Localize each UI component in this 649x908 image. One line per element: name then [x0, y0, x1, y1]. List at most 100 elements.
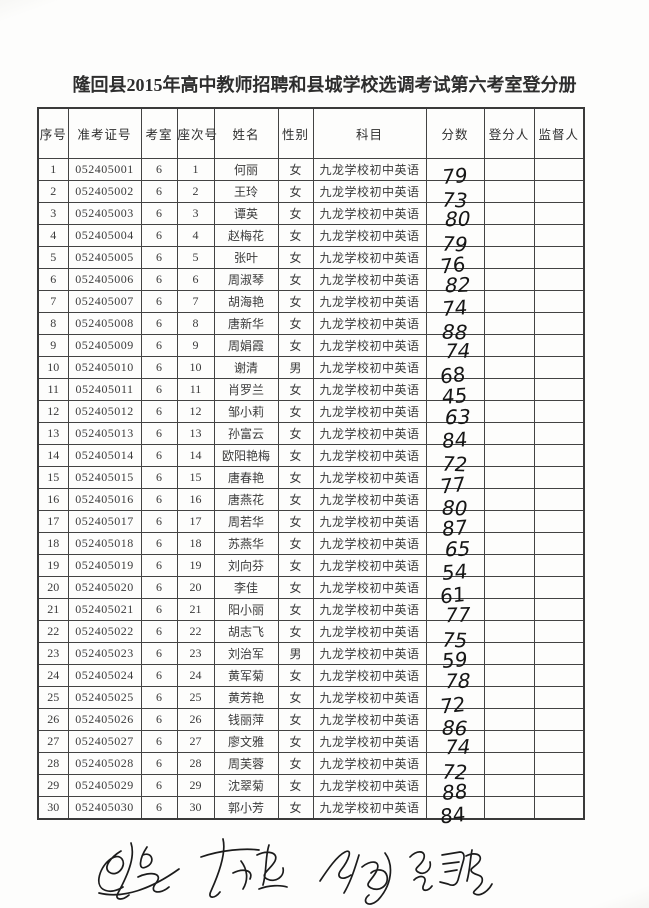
header-name: 姓名	[213, 107, 279, 159]
cell-index: 29	[37, 773, 69, 797]
cell-seat-number: 4	[176, 223, 215, 247]
cell-supervisor	[533, 531, 585, 555]
cell-recorder	[483, 729, 535, 753]
cell-seat-number: 23	[176, 641, 215, 665]
cell-gender: 女	[277, 333, 314, 357]
cell-recorder	[483, 333, 535, 357]
table-row: 18 052405018 6 18 苏燕华 女 九龙学校初中英语 65	[37, 531, 585, 561]
cell-gender: 女	[277, 399, 314, 423]
cell-score: 77	[425, 465, 485, 498]
cell-seat-number: 5	[176, 245, 215, 269]
cell-supervisor	[533, 773, 585, 797]
cell-score: 59	[425, 641, 485, 672]
cell-seat-number: 21	[176, 597, 215, 621]
cell-exam-room: 6	[140, 509, 178, 533]
cell-recorder	[483, 377, 535, 401]
cell-recorder	[483, 245, 535, 269]
cell-gender: 女	[277, 663, 314, 687]
cell-score: 72	[425, 443, 485, 476]
cell-recorder	[483, 597, 535, 621]
cell-ticket-number: 052405010	[67, 355, 142, 379]
cell-gender: 女	[277, 201, 314, 225]
cell-exam-room: 6	[140, 707, 178, 731]
cell-recorder	[483, 575, 535, 599]
cell-subject: 九龙学校初中英语	[312, 575, 427, 599]
cell-subject: 九龙学校初中英语	[312, 355, 427, 379]
cell-seat-number: 2	[176, 179, 215, 203]
cell-subject: 九龙学校初中英语	[312, 663, 427, 687]
cell-supervisor	[533, 223, 585, 247]
header-subject: 科目	[312, 107, 427, 159]
cell-subject: 九龙学校初中英语	[312, 465, 427, 489]
cell-name: 胡海艳	[213, 289, 279, 313]
cell-gender: 女	[277, 509, 314, 533]
cell-supervisor	[533, 267, 585, 291]
cell-recorder	[483, 553, 535, 577]
cell-seat-number: 22	[176, 619, 215, 643]
cell-supervisor	[533, 421, 585, 445]
table-row: 16 052405016 6 16 唐燕花 女 九龙学校初中英语 80	[37, 487, 585, 520]
cell-ticket-number: 052405024	[67, 663, 142, 687]
cell-index: 15	[37, 465, 69, 489]
cell-ticket-number: 052405014	[67, 443, 142, 467]
cell-name: 周淑琴	[213, 267, 279, 291]
table-row: 14 052405014 6 14 欧阳艳梅 女 九龙学校初中英语 72	[37, 443, 585, 476]
cell-recorder	[483, 619, 535, 643]
cell-name: 沈翠菊	[213, 773, 279, 797]
table-row: 19 052405019 6 19 刘向芬 女 九龙学校初中英语 54	[37, 553, 585, 584]
cell-supervisor	[533, 575, 585, 599]
cell-index: 30	[37, 795, 69, 819]
cell-supervisor	[533, 553, 585, 577]
cell-name: 谭英	[213, 201, 279, 225]
cell-ticket-number: 052405013	[67, 421, 142, 445]
cell-index: 21	[37, 597, 69, 621]
cell-index: 9	[37, 333, 69, 357]
cell-score: 72	[425, 685, 485, 718]
cell-score: 80	[425, 487, 485, 520]
cell-seat-number: 25	[176, 685, 215, 709]
cell-index: 12	[37, 399, 69, 423]
cell-subject: 九龙学校初中英语	[312, 509, 427, 533]
cell-index: 20	[37, 575, 69, 599]
cell-exam-room: 6	[140, 487, 178, 511]
cell-subject: 九龙学校初中英语	[312, 553, 427, 577]
cell-recorder	[483, 707, 535, 731]
cell-subject: 九龙学校初中英语	[312, 223, 427, 247]
cell-index: 16	[37, 487, 69, 511]
cell-name: 黄芳艳	[213, 685, 279, 709]
cell-name: 周若华	[213, 509, 279, 533]
table-row: 5 052405005 6 5 张叶 女 九龙学校初中英语 76	[37, 245, 585, 278]
cell-score: 76	[425, 245, 485, 278]
cell-subject: 九龙学校初中英语	[312, 421, 427, 445]
cell-seat-number: 10	[176, 355, 215, 379]
cell-seat-number: 24	[176, 663, 215, 687]
cell-supervisor	[533, 157, 585, 181]
cell-seat-number: 13	[176, 421, 215, 445]
cell-name: 邹小莉	[213, 399, 279, 423]
cell-supervisor	[533, 729, 585, 753]
cell-recorder	[483, 421, 535, 445]
cell-gender: 女	[277, 289, 314, 313]
cell-supervisor	[533, 333, 585, 357]
cell-gender: 女	[277, 553, 314, 577]
table-row: 1 052405001 6 1 何丽 女 九龙学校初中英语 79	[37, 157, 585, 188]
cell-score: 72	[425, 751, 485, 784]
cell-subject: 九龙学校初中英语	[312, 597, 427, 621]
cell-recorder	[483, 795, 535, 819]
cell-recorder	[483, 773, 535, 797]
cell-subject: 九龙学校初中英语	[312, 707, 427, 731]
cell-ticket-number: 052405016	[67, 487, 142, 511]
cell-score: 79	[425, 157, 485, 188]
table-row: 25 052405025 6 25 黄芳艳 女 九龙学校初中英语 72	[37, 685, 585, 718]
cell-seat-number: 8	[176, 311, 215, 335]
header-score: 分数	[425, 107, 485, 159]
cell-ticket-number: 052405017	[67, 509, 142, 533]
cell-subject: 九龙学校初中英语	[312, 399, 427, 423]
cell-supervisor	[533, 487, 585, 511]
cell-exam-room: 6	[140, 333, 178, 357]
header-seat-number: 座次号	[176, 107, 217, 159]
table-row: 3 052405003 6 3 谭英 女 九龙学校初中英语 80	[37, 201, 585, 231]
cell-recorder	[483, 223, 535, 247]
cell-supervisor	[533, 707, 585, 731]
cell-score: 79	[425, 223, 485, 256]
